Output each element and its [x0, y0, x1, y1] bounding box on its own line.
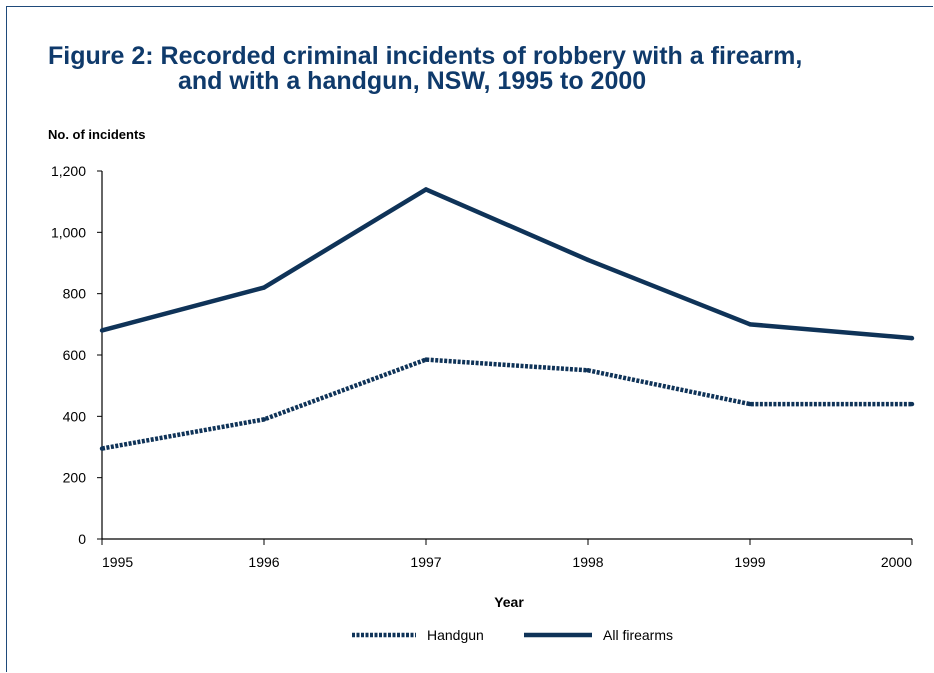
x-tick-label: 2000 — [881, 554, 912, 570]
y-tick-label: 800 — [63, 286, 87, 302]
x-tick-label: 1997 — [410, 554, 441, 570]
data-point-handgun — [423, 357, 429, 362]
y-tick-label: 1,000 — [51, 224, 86, 240]
y-tick-label: 600 — [63, 347, 87, 363]
data-point-handgun — [747, 401, 753, 407]
x-tick-label: 1995 — [102, 554, 133, 570]
data-point-handgun — [909, 401, 915, 407]
x-tick-label: 1999 — [734, 554, 765, 570]
data-point-handgun — [261, 417, 267, 422]
data-point-all-firearms — [585, 257, 591, 263]
y-tick-label: 0 — [78, 531, 86, 547]
data-point-handgun — [99, 446, 105, 451]
series-line-handgun — [101, 357, 912, 451]
y-axis-label: No. of incidents — [48, 127, 146, 142]
data-point-all-firearms — [909, 335, 915, 341]
figure-frame — [6, 6, 933, 672]
data-point-all-firearms — [99, 328, 105, 333]
legend-label-all-firearms: All firearms — [603, 627, 673, 643]
x-tick-label: 1996 — [248, 554, 279, 570]
chart-title-line1: Figure 2: Recorded criminal incidents of… — [48, 42, 803, 70]
series-line-all-firearms — [101, 187, 913, 341]
x-tick-label: 1998 — [572, 554, 603, 570]
x-axis-label: Year — [494, 594, 524, 610]
data-point-all-firearms — [747, 322, 753, 327]
y-tick-label: 200 — [63, 470, 87, 486]
y-tick-label: 1,200 — [51, 163, 86, 179]
chart-title: Figure 2: Recorded criminal incidents of… — [48, 44, 802, 94]
data-point-handgun — [585, 368, 591, 373]
data-point-all-firearms — [423, 187, 429, 192]
data-point-all-firearms — [261, 285, 267, 290]
chart-title-line2: and with a handgun, NSW, 1995 to 2000 — [178, 67, 647, 95]
y-tick-label: 400 — [63, 408, 87, 424]
legend-label-handgun: Handgun — [427, 627, 484, 643]
